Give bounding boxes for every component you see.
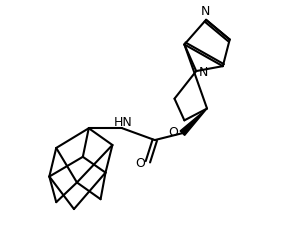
Text: HN: HN bbox=[114, 116, 133, 129]
Text: O: O bbox=[135, 157, 145, 170]
Text: N: N bbox=[201, 5, 210, 18]
Text: O: O bbox=[169, 126, 179, 139]
Text: N: N bbox=[199, 66, 208, 79]
Polygon shape bbox=[180, 108, 207, 135]
